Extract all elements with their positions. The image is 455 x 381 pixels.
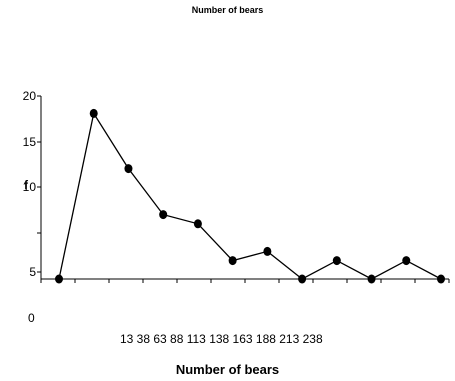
series-line <box>58 111 442 280</box>
data-point <box>193 219 202 229</box>
y-zero-label: 0 <box>28 311 35 325</box>
series-markers-group <box>55 108 445 284</box>
data-point <box>332 256 341 266</box>
y-axis-title: f <box>24 178 28 192</box>
data-point <box>437 274 445 284</box>
y-tick-label: 10 <box>23 180 37 194</box>
x-axis-title: Number of bears <box>175 362 280 377</box>
data-point <box>263 246 272 256</box>
y-tick-label: 20 <box>23 89 37 103</box>
data-point <box>124 164 133 174</box>
data-point <box>228 256 237 266</box>
x-tick-labels: 13 38 63 88 113 138 163 188 213 238 <box>120 332 323 346</box>
data-point <box>402 256 411 266</box>
y-tick-labels-group: 20 15 10 5 <box>23 89 37 279</box>
data-point <box>89 108 98 118</box>
tick-marks-group <box>37 95 450 283</box>
data-point <box>367 274 376 284</box>
chart-title: Number of bears <box>191 5 264 15</box>
data-point <box>159 210 168 220</box>
data-point <box>55 274 63 284</box>
y-tick-label: 15 <box>23 135 37 149</box>
data-point <box>298 274 307 284</box>
y-tick-label: 5 <box>29 265 36 279</box>
axes-group <box>40 96 449 280</box>
